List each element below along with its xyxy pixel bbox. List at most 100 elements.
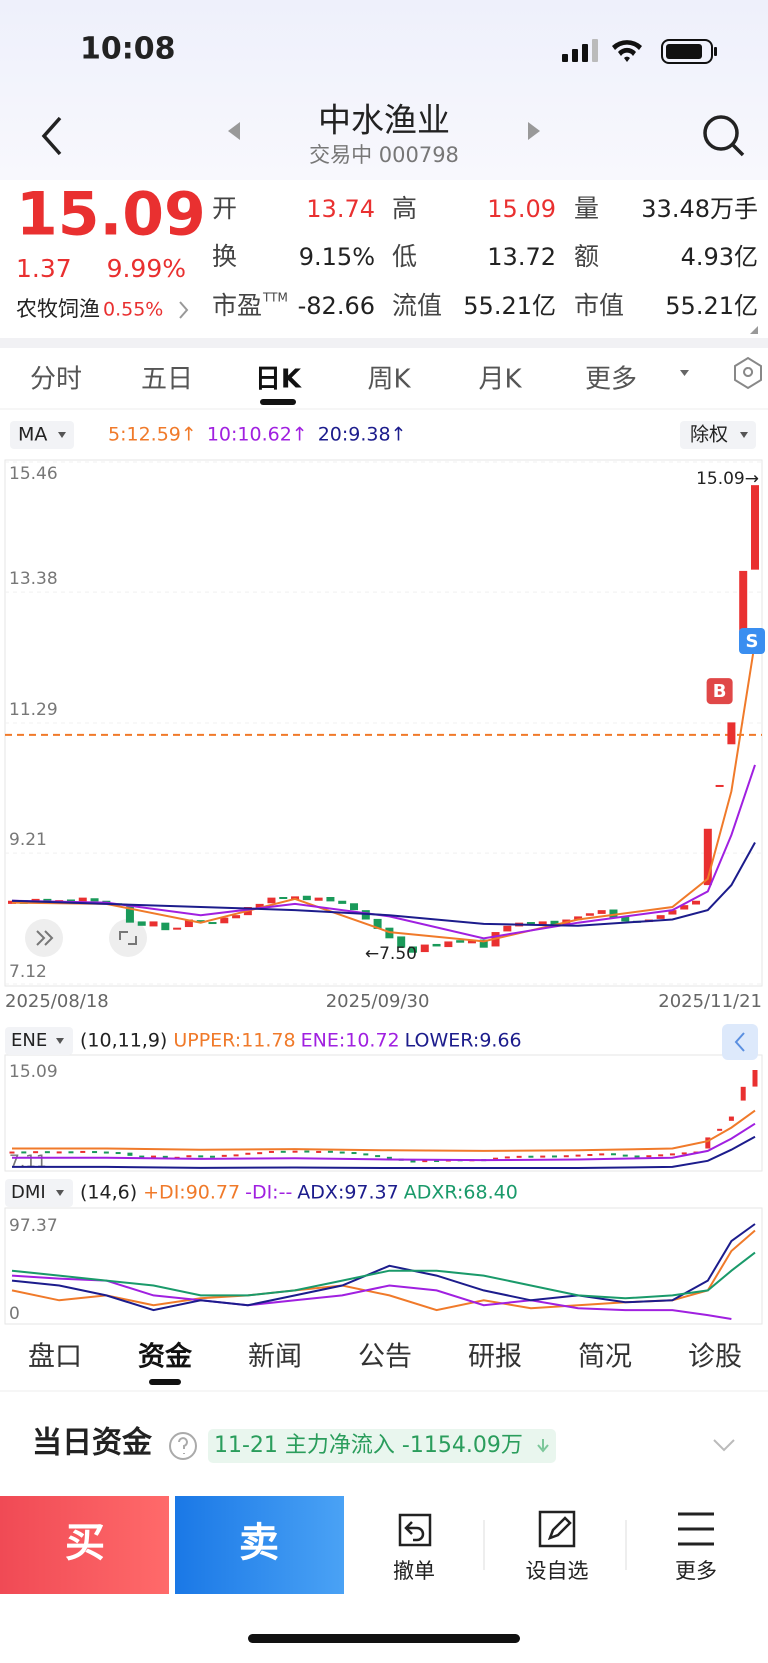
tab[interactable]: 日K: [255, 365, 302, 395]
ma-legend: 20:9.38↑: [318, 424, 407, 446]
tab[interactable]: 月K: [478, 365, 522, 395]
candle: [456, 940, 465, 943]
y-tick-label: 97.37: [9, 1216, 58, 1236]
sector-chevron: [179, 301, 189, 319]
candle: [751, 485, 759, 570]
buy-button[interactable]: [0, 1496, 169, 1594]
mini-candle: [103, 1151, 109, 1154]
zoom-button[interactable]: [109, 919, 147, 957]
indicator-caret: [56, 1190, 64, 1196]
tab-underline: [260, 399, 296, 405]
indicator-legend: ENE:10.72: [301, 1030, 400, 1052]
mini-candle: [622, 1154, 628, 1157]
candle: [526, 922, 535, 925]
candle: [326, 897, 335, 902]
bottom-tab[interactable]: 盘口: [28, 1342, 82, 1373]
mini-candle: [209, 1155, 215, 1158]
mini-candle: [292, 1150, 298, 1153]
indicator-line: [11, 842, 756, 927]
y-tick-label: 7.11: [9, 1152, 47, 1172]
mini-candle: [92, 1151, 98, 1154]
stock-name: 中水渔业: [318, 101, 450, 140]
mini-candle: [422, 1160, 428, 1163]
tab[interactable]: 五日: [141, 365, 193, 395]
mini-candle: [658, 1154, 664, 1157]
field-value: 13.74: [306, 195, 375, 223]
status-icons: [562, 39, 717, 64]
ma-selector[interactable]: [10, 421, 74, 449]
x-tick-label: 2025/09/30: [326, 991, 430, 1012]
x-tick-label: 2025/11/21: [658, 991, 762, 1012]
indicator-line: [11, 641, 756, 943]
field-label-sup: TTM: [262, 291, 288, 305]
mini-candle: [21, 1151, 27, 1154]
bottom-tab[interactable]: 研报: [468, 1342, 522, 1373]
indicator-name: MA: [18, 424, 47, 446]
capital-title: 当日资金: [32, 1426, 153, 1461]
bottom-tab[interactable]: 新闻: [248, 1342, 302, 1373]
prev-stock[interactable]: [228, 122, 240, 140]
down-arrow: [537, 1439, 549, 1453]
field-label: 市值: [574, 291, 624, 320]
field-value: 55.21亿: [463, 292, 556, 320]
candle: [8, 900, 16, 904]
adjust-selector[interactable]: [680, 421, 756, 449]
action-label[interactable]: 设自选: [526, 1559, 589, 1583]
y-tick-label: 7.12: [9, 962, 47, 982]
mini-candle: [115, 1152, 121, 1155]
trade-marker[interactable]: [706, 678, 733, 705]
tab[interactable]: 分时: [30, 365, 82, 395]
sector-name[interactable]: 农牧饲渔: [16, 297, 100, 321]
price-change: 1.37: [16, 254, 72, 283]
mini-candle: [198, 1155, 204, 1158]
settings-button[interactable]: [734, 356, 762, 390]
mini-candle: [516, 1155, 522, 1158]
field-label: 市盈: [212, 291, 262, 320]
candle: [137, 921, 146, 926]
mini-candle: [80, 1150, 86, 1153]
back-button[interactable]: [41, 116, 62, 156]
mini-candle: [56, 1151, 62, 1154]
field-value: 55.21亿: [665, 292, 758, 320]
action-label[interactable]: 更多: [675, 1559, 717, 1583]
search-button[interactable]: [703, 115, 745, 157]
candle: [78, 897, 87, 902]
candle: [125, 906, 134, 923]
trade-marker[interactable]: [739, 628, 765, 655]
field-value: 33.48万手: [641, 195, 758, 223]
collapse-icon: [734, 1032, 745, 1052]
candle: [184, 919, 193, 928]
tab[interactable]: 更多: [585, 365, 637, 395]
menu-icon: [678, 1512, 714, 1546]
capital-expand[interactable]: [713, 1439, 735, 1452]
mini-candle: [304, 1150, 310, 1153]
stock-status: 交易中 000798: [309, 143, 459, 167]
field-value: 13.72: [487, 243, 556, 271]
bottom-tab[interactable]: 简况: [578, 1342, 632, 1373]
action-label[interactable]: 撤单: [393, 1559, 435, 1583]
status-time: 10:08: [80, 32, 176, 67]
candle: [267, 897, 276, 904]
tab[interactable]: 周K: [367, 365, 411, 395]
candle: [314, 897, 323, 901]
expand-button[interactable]: [25, 919, 63, 957]
candle: [338, 900, 347, 904]
indicator-legend: ADX:97.37: [297, 1182, 398, 1204]
next-stock[interactable]: [528, 122, 540, 140]
bottom-tab[interactable]: 资金: [138, 1341, 193, 1373]
indicator-selector[interactable]: [5, 1027, 73, 1055]
indicator-selector[interactable]: [5, 1179, 73, 1207]
candle: [715, 784, 724, 787]
indicator-legend: LOWER:9.66: [405, 1030, 522, 1052]
y-tick-label: 0: [9, 1304, 20, 1324]
help-icon[interactable]: [169, 1432, 197, 1460]
bottom-tab[interactable]: 诊股: [688, 1342, 742, 1373]
mini-candle: [669, 1153, 675, 1156]
bottom-tab[interactable]: 公告: [358, 1342, 412, 1373]
mini-candle: [9, 1151, 15, 1154]
indicator-line: [11, 1229, 756, 1312]
sell-button[interactable]: [175, 1496, 344, 1594]
collapse-button[interactable]: [722, 1024, 758, 1060]
field-label: 流值: [392, 291, 442, 320]
mini-candle: [162, 1155, 168, 1158]
